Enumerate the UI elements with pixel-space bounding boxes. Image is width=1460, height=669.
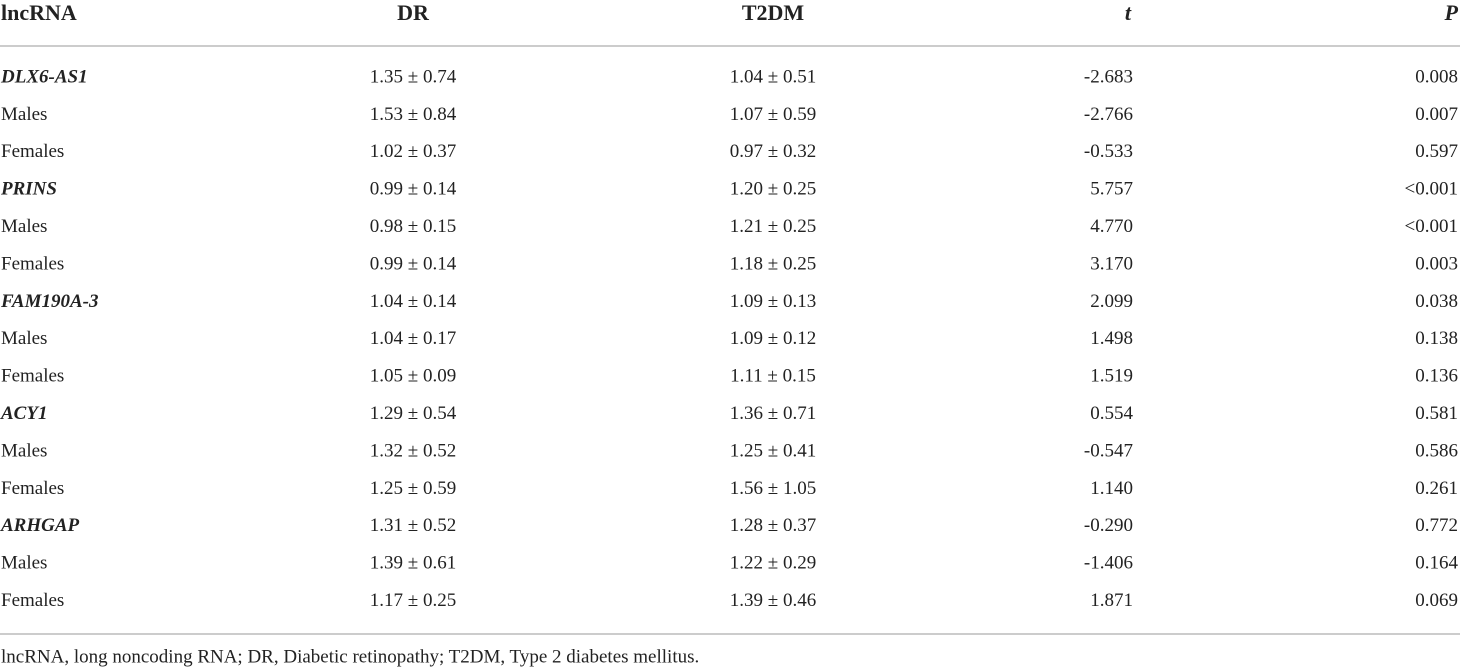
cell: 1.02 ± 0.37 bbox=[370, 141, 456, 162]
row-label: Males bbox=[1, 440, 47, 461]
cell: 1.35 ± 0.74 bbox=[370, 66, 457, 87]
cell: 1.28 ± 0.37 bbox=[730, 515, 816, 536]
cell: 1.53 ± 0.84 bbox=[370, 104, 457, 125]
cell: 1.09 ± 0.13 bbox=[730, 291, 816, 312]
cell: 0.597 bbox=[1415, 141, 1458, 162]
cell: 1.39 ± 0.46 bbox=[730, 590, 816, 611]
cell: 2.099 bbox=[1090, 291, 1133, 312]
cell: 1.39 ± 0.61 bbox=[370, 553, 456, 574]
cell: 1.29 ± 0.54 bbox=[370, 403, 457, 424]
row-label: Females bbox=[1, 590, 64, 611]
row-label: Females bbox=[1, 366, 64, 387]
cell: 4.770 bbox=[1090, 216, 1133, 237]
cell: 1.498 bbox=[1090, 328, 1133, 349]
cell: 0.99 ± 0.14 bbox=[370, 179, 457, 200]
row-label: Males bbox=[1, 553, 47, 574]
cell: 1.22 ± 0.29 bbox=[730, 553, 816, 574]
cell: 1.05 ± 0.09 bbox=[370, 366, 456, 387]
row-label: ARHGAP bbox=[0, 515, 80, 536]
row-label: Males bbox=[1, 216, 47, 237]
cell: 1.519 bbox=[1090, 366, 1133, 387]
cell: 5.757 bbox=[1090, 179, 1133, 200]
column-header: P bbox=[1444, 0, 1459, 25]
cell: 1.04 ± 0.51 bbox=[730, 66, 816, 87]
cell: 0.164 bbox=[1415, 553, 1458, 574]
cell: -0.533 bbox=[1084, 141, 1133, 162]
row-label: Males bbox=[1, 104, 47, 125]
cell: 0.003 bbox=[1415, 253, 1458, 274]
cell: 0.038 bbox=[1415, 291, 1458, 312]
cell: 1.04 ± 0.14 bbox=[370, 291, 457, 312]
cell: 0.261 bbox=[1415, 478, 1458, 499]
cell: 1.140 bbox=[1090, 478, 1133, 499]
cell: 0.581 bbox=[1415, 403, 1458, 424]
row-label: PRINS bbox=[0, 179, 57, 200]
cell: 0.554 bbox=[1090, 403, 1133, 424]
cell: 1.25 ± 0.41 bbox=[730, 440, 816, 461]
cell: -0.547 bbox=[1084, 440, 1133, 461]
cell: -2.683 bbox=[1084, 66, 1133, 87]
cell: 1.11 ± 0.15 bbox=[730, 366, 816, 387]
cell: 1.09 ± 0.12 bbox=[730, 328, 816, 349]
cell: 0.138 bbox=[1415, 328, 1458, 349]
column-header: T2DM bbox=[742, 0, 805, 25]
column-header: lncRNA bbox=[1, 0, 77, 25]
row-label: Males bbox=[1, 328, 47, 349]
row-label: FAM190A-3 bbox=[0, 291, 99, 312]
cell: 1.18 ± 0.25 bbox=[730, 253, 816, 274]
cell: <0.001 bbox=[1405, 216, 1458, 237]
cell: 1.07 ± 0.59 bbox=[730, 104, 816, 125]
row-label: Females bbox=[1, 141, 64, 162]
row-label: Females bbox=[1, 253, 64, 274]
cell: <0.001 bbox=[1405, 179, 1458, 200]
row-label: Females bbox=[1, 478, 64, 499]
cell: 0.99 ± 0.14 bbox=[370, 253, 457, 274]
cell: 3.170 bbox=[1090, 253, 1133, 274]
column-header: DR bbox=[397, 0, 430, 25]
cell: 0.008 bbox=[1415, 66, 1458, 87]
cell: 1.871 bbox=[1090, 590, 1133, 611]
row-label: DLX6-AS1 bbox=[0, 66, 88, 87]
cell: 0.586 bbox=[1415, 440, 1458, 461]
column-header: t bbox=[1125, 0, 1132, 25]
cell: 1.32 ± 0.52 bbox=[370, 440, 456, 461]
cell: 0.772 bbox=[1415, 515, 1458, 536]
cell: 0.007 bbox=[1415, 104, 1458, 125]
cell: 0.069 bbox=[1415, 590, 1458, 611]
cell: -0.290 bbox=[1084, 515, 1133, 536]
cell: 1.56 ± 1.05 bbox=[730, 478, 816, 499]
cell: -2.766 bbox=[1084, 104, 1133, 125]
cell: 0.97 ± 0.32 bbox=[730, 141, 816, 162]
cell: -1.406 bbox=[1084, 553, 1133, 574]
cell: 1.21 ± 0.25 bbox=[730, 216, 816, 237]
cell: 1.04 ± 0.17 bbox=[370, 328, 456, 349]
cell: 1.31 ± 0.52 bbox=[370, 515, 456, 536]
footnote: lncRNA, long noncoding RNA; DR, Diabetic… bbox=[1, 646, 699, 667]
row-label: ACY1 bbox=[0, 403, 47, 424]
cell: 1.17 ± 0.25 bbox=[370, 590, 456, 611]
cell: 1.36 ± 0.71 bbox=[730, 403, 816, 424]
cell: 0.98 ± 0.15 bbox=[370, 216, 456, 237]
cell: 0.136 bbox=[1415, 366, 1458, 387]
cell: 1.20 ± 0.25 bbox=[730, 179, 816, 200]
cell: 1.25 ± 0.59 bbox=[370, 478, 456, 499]
